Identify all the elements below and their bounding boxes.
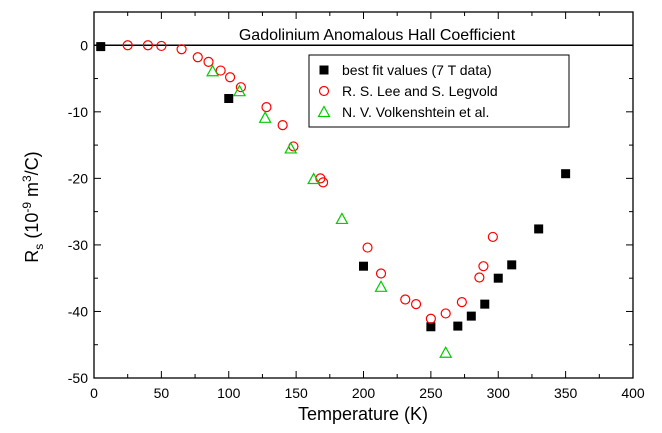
filled-square-point (561, 169, 571, 179)
open-circle-point (425, 313, 436, 324)
filled-square-point (96, 42, 106, 52)
legend: best fit values (7 T data) R. S. Lee and … (308, 54, 570, 128)
legend-marker-open-triangle (317, 105, 331, 118)
y-axis-title-exp1: -9 (20, 202, 34, 213)
x-tick-label: 350 (554, 385, 578, 401)
x-axis-title: Temperature (K) (298, 404, 428, 424)
open-circle-point (456, 297, 467, 308)
x-tick-label: 250 (419, 385, 443, 401)
open-circle-point (410, 299, 422, 310)
legend-box (308, 54, 570, 128)
y-axis-title-main: R (22, 250, 42, 263)
x-tick-label: 50 (154, 385, 170, 401)
open-circle-point (122, 40, 133, 51)
open-triangle-point (206, 64, 220, 77)
open-triangle-point (307, 172, 321, 185)
x-tick-label: 150 (284, 385, 308, 401)
open-triangle-point (335, 212, 349, 225)
open-circle-point (192, 52, 203, 63)
x-tick-label: 400 (621, 385, 645, 401)
legend-marker-filled-square (319, 65, 329, 75)
open-circle-point (142, 40, 153, 51)
open-triangle-point (233, 84, 247, 97)
y-axis-title-sub: s (32, 244, 46, 250)
y-tick-label: -20 (68, 170, 88, 186)
open-triangle-point (284, 141, 298, 154)
y-axis-title-exp2: 3 (20, 175, 34, 182)
x-tick-label: 0 (90, 385, 98, 401)
filled-square-point (534, 224, 544, 234)
y-axis-title-post: /C) (22, 151, 42, 175)
y-tick-label: -10 (68, 104, 88, 120)
open-circle-point (224, 72, 236, 83)
legend-items: best fit values (7 T data) R. S. Lee and … (317, 62, 498, 120)
open-circle-point (478, 261, 489, 272)
y-axis-title-pre: (10 (22, 213, 42, 244)
y-tick-label: -40 (68, 303, 88, 319)
filled-square-point (224, 94, 234, 104)
legend-marker-open-circle (318, 85, 330, 97)
filled-square-point (359, 261, 368, 271)
open-triangle-point (374, 280, 388, 292)
filled-square-point (453, 321, 463, 331)
x-tick-label: 100 (217, 385, 241, 401)
data-series (96, 40, 571, 358)
y-tick-label: -50 (68, 370, 88, 386)
legend-label: N. V. Volkenshtein et al. (342, 104, 489, 120)
y-tick-label: 0 (80, 37, 88, 53)
legend-label: best fit values (7 T data) (342, 62, 492, 78)
filled-square-point (507, 260, 517, 270)
y-tick-label: -30 (68, 237, 88, 253)
y-axis-title: Rs (10-9 m3/C) (20, 151, 46, 262)
open-circle-point (400, 294, 411, 305)
legend-label: R. S. Lee and S. Legvold (342, 83, 498, 99)
open-circle-point (277, 120, 288, 131)
open-circle-point (261, 102, 272, 113)
open-triangle-point (258, 111, 272, 123)
y-axis-title-mid: m (22, 182, 42, 202)
open-circle-point (440, 308, 451, 319)
open-circle-point (156, 40, 167, 52)
series-open-triangle (206, 64, 453, 358)
x-axis: 0 50 100 150 200 250 300 350 400 (90, 12, 645, 401)
series-filled-square (96, 42, 571, 332)
open-triangle-point (439, 345, 453, 358)
x-tick-label: 300 (487, 385, 511, 401)
x-tick-label: 200 (352, 385, 376, 401)
filled-square-point (480, 299, 490, 309)
open-circle-point (375, 268, 387, 279)
chart-title: Gadolinium Anomalous Hall Coefficient (239, 27, 516, 44)
filled-square-point (466, 311, 476, 321)
open-circle-point (203, 56, 214, 68)
open-circle-point (215, 65, 226, 76)
open-circle-point (362, 242, 373, 253)
open-circle-point (487, 231, 498, 243)
filled-square-point (493, 273, 503, 283)
open-circle-point (235, 82, 246, 93)
series-open-circle (122, 40, 498, 324)
y-axis: 0 -10 -20 -30 -40 -50 (68, 11, 633, 386)
open-circle-point (176, 44, 187, 55)
filled-square-point (426, 322, 436, 332)
open-circle-point (474, 272, 485, 283)
